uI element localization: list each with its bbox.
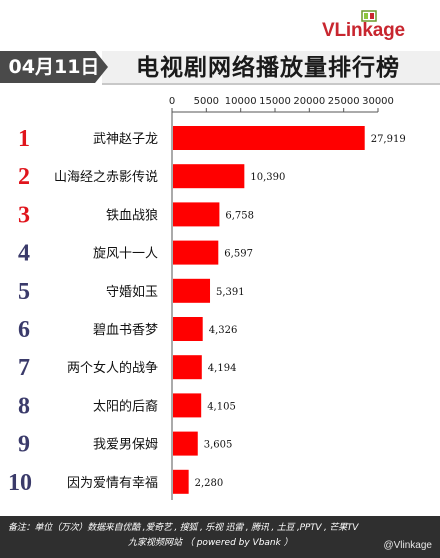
value-label: 4,326	[209, 325, 238, 336]
rank-number: 6	[18, 317, 30, 343]
x-tick-label: 10000	[225, 96, 257, 107]
brand-name: VLinkage	[322, 20, 405, 41]
bar	[173, 393, 202, 418]
rank-number: 3	[18, 202, 30, 228]
bar	[173, 202, 220, 227]
category-label: 我爱男保姆	[93, 438, 158, 453]
brand-logo: VLinkage	[322, 10, 430, 46]
x-tick-label: 5000	[194, 96, 219, 107]
category-label: 山海经之赤影传说	[54, 170, 158, 185]
bar	[173, 317, 203, 341]
value-label: 6,758	[225, 210, 254, 221]
bar-chart: 0 5000 10000 15000 20000 25000 30000 1 武神赵子龙 27,9…	[8, 96, 406, 500]
logo-window-icon	[361, 10, 377, 22]
x-tick-label: 25000	[328, 96, 360, 107]
category-label: 因为爱情有幸福	[67, 476, 158, 491]
chart-area: 0 5000 10000 15000 20000 25000 30000 1 武神赵子龙 27,9…	[8, 96, 406, 500]
footer-note: 备注：单位（万次）数据来自优酷 ,爱奇艺 , 搜狐 , 乐视 迅雷 , 腾讯 ,…	[8, 523, 359, 533]
value-label: 5,391	[216, 287, 245, 298]
rank-number: 9	[18, 432, 30, 458]
title-banner	[102, 51, 440, 85]
footer-bar: 备注：单位（万次）数据来自优酷 ,爱奇艺 , 搜狐 , 乐视 迅雷 , 腾讯 ,…	[0, 516, 440, 558]
value-label: 3,605	[204, 440, 233, 451]
bar	[173, 431, 198, 456]
value-label: 10,390	[250, 172, 285, 183]
bar	[173, 240, 219, 265]
rank-number: 7	[18, 355, 30, 381]
bar	[173, 278, 211, 303]
value-label: 2,280	[195, 478, 224, 489]
rank-number: 1	[18, 126, 30, 152]
value-label: 6,597	[224, 249, 253, 260]
footer-credit: 九家视频网站 （ powered by Vbank ）	[128, 538, 293, 548]
weibo-handle: @Vlinkage	[383, 540, 432, 551]
x-tick-label: 0	[169, 96, 175, 107]
rank-number: 10	[8, 470, 32, 496]
x-tick-label: 30000	[362, 96, 394, 107]
category-label: 铁血战狼	[106, 208, 158, 223]
rank-number: 4	[18, 241, 30, 267]
x-tick-label: 20000	[293, 96, 325, 107]
category-label: 守婚如玉	[106, 284, 158, 300]
rank-number: 8	[18, 393, 30, 419]
date-badge: 04月11日	[0, 51, 108, 83]
bar	[173, 164, 245, 189]
category-label: 碧血书香梦	[93, 323, 158, 338]
bar	[173, 126, 365, 150]
rank-number: 2	[18, 164, 30, 190]
value-label: 27,919	[371, 134, 406, 145]
rank-number: 5	[18, 279, 30, 305]
value-label: 4,105	[207, 401, 236, 412]
bar	[173, 469, 189, 494]
category-label: 武神赵子龙	[93, 132, 158, 147]
bar	[173, 355, 202, 380]
x-tick-label: 15000	[259, 96, 291, 107]
category-label: 两个女人的战争	[67, 360, 158, 376]
value-label: 4,194	[208, 363, 237, 374]
chart-title: 电视剧网络播放量排行榜	[136, 55, 400, 81]
category-label: 太阳的后裔	[93, 398, 158, 414]
category-label: 旋风十一人	[93, 247, 158, 262]
